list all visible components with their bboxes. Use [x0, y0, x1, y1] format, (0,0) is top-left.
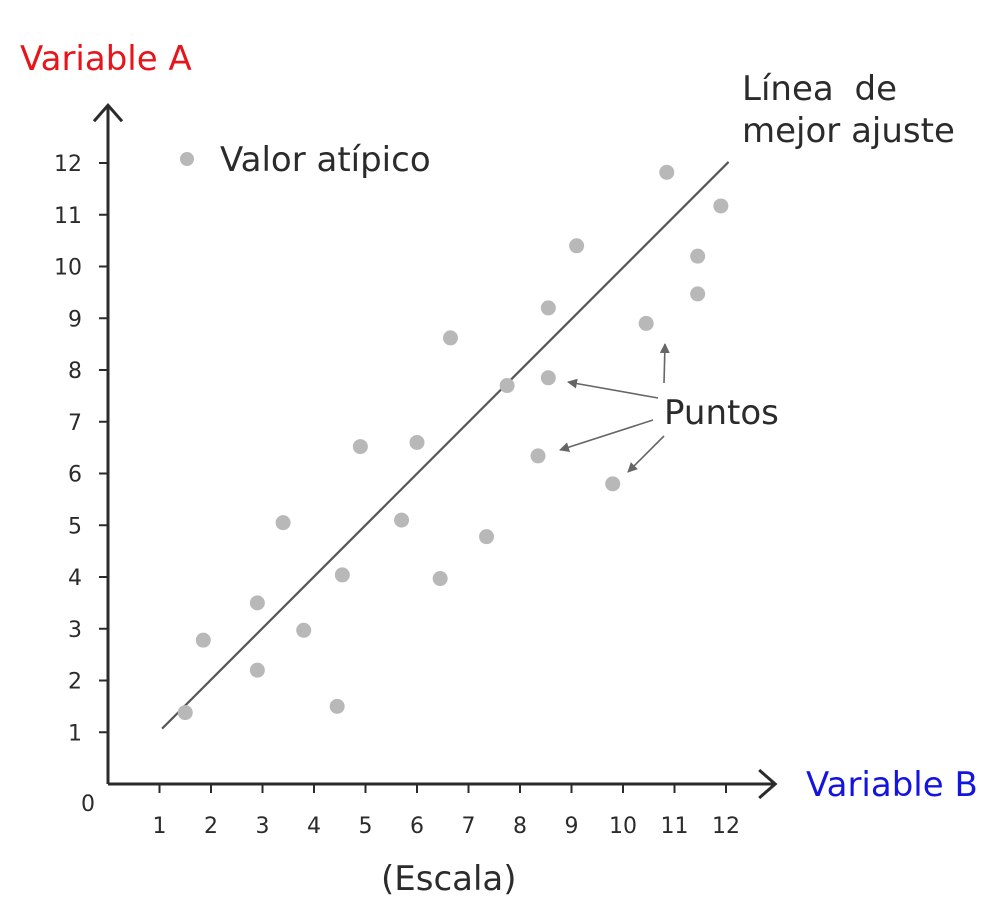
points-group — [177, 164, 729, 721]
best-fit-group — [161, 161, 730, 730]
x-tick-label: 4 — [307, 814, 321, 839]
y-tick-label: 1 — [68, 721, 82, 746]
x-tick-label: 8 — [513, 814, 527, 839]
data-point — [432, 571, 448, 587]
x-tick-label: 6 — [410, 814, 424, 839]
data-point — [569, 238, 585, 254]
points-label: Puntos — [664, 393, 779, 433]
best-fit-label-word-3: mejor ajuste — [742, 111, 955, 151]
x-axis-arrowhead — [758, 768, 778, 800]
data-point — [713, 198, 729, 214]
y-tick-label: 7 — [68, 411, 82, 436]
y-tick-label: 5 — [68, 514, 82, 539]
data-point — [394, 512, 410, 528]
legend-outlier-label: Valor atípico — [220, 140, 431, 180]
data-point — [540, 300, 556, 316]
data-point — [195, 632, 211, 648]
data-point — [296, 622, 312, 638]
best-fit-label-word-2: de — [855, 69, 898, 109]
data-point — [540, 370, 556, 386]
y-tick-label: 11 — [54, 204, 82, 229]
data-point — [530, 448, 546, 464]
x-tick-label: 5 — [359, 814, 373, 839]
data-point — [479, 529, 495, 545]
data-point — [499, 378, 515, 394]
annotation-arrow — [567, 378, 659, 399]
legend-outlier-marker — [180, 152, 194, 166]
x-axis-title: Variable B — [806, 765, 978, 805]
data-point — [275, 515, 291, 531]
data-point — [605, 476, 621, 492]
y-axis-title: Variable A — [20, 39, 192, 79]
y-tick-label: 3 — [68, 618, 82, 643]
x-tick-label: 12 — [712, 814, 740, 839]
scale-note: (Escala) — [381, 859, 517, 899]
data-point — [177, 705, 193, 721]
y-tick-label: 10 — [54, 256, 82, 281]
data-point — [409, 434, 425, 450]
data-point — [249, 662, 265, 678]
best-fit-line — [161, 161, 730, 730]
annotation-arrow — [627, 435, 665, 473]
y-tick-label: 12 — [54, 152, 82, 177]
annotation-arrow — [659, 343, 670, 384]
x-tick-label: 2 — [204, 814, 218, 839]
y-axis-arrowhead — [92, 102, 124, 123]
x-tick-label: 3 — [256, 814, 270, 839]
data-point — [249, 595, 265, 611]
x-tick-label: 10 — [609, 814, 637, 839]
y-tick-label: 4 — [68, 566, 82, 591]
data-point — [442, 330, 458, 346]
x-tick-label: 7 — [462, 814, 476, 839]
data-point — [334, 567, 350, 583]
best-fit-label: Línea de mejor ajuste — [742, 69, 955, 151]
y-tick-label: 2 — [68, 670, 82, 695]
data-point — [638, 315, 654, 331]
y-tick-label: 8 — [68, 359, 82, 384]
data-point — [659, 164, 675, 180]
x-tick-label: 9 — [565, 814, 579, 839]
data-point — [690, 248, 706, 264]
annotation-arrow — [559, 419, 654, 452]
annotation-arrows — [559, 343, 670, 473]
origin-label: 0 — [81, 792, 95, 817]
x-tick-label: 1 — [153, 814, 167, 839]
y-tick-label: 9 — [68, 307, 82, 332]
data-point — [690, 286, 706, 302]
data-point — [352, 439, 368, 455]
best-fit-label-word-1: Línea — [742, 69, 834, 109]
x-tick-label: 11 — [661, 814, 689, 839]
y-tick-label: 6 — [68, 463, 82, 488]
data-point — [329, 698, 345, 714]
